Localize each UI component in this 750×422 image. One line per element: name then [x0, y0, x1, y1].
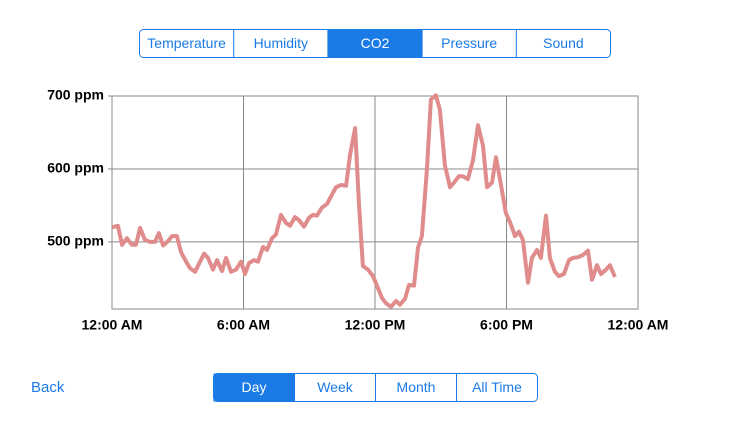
sensor-tab-item[interactable]: Sound: [543, 35, 583, 51]
y-tick-label: 700 ppm: [47, 87, 104, 103]
y-tick-label: 600 ppm: [47, 160, 104, 176]
back-button[interactable]: Back: [31, 379, 65, 396]
range-tab-item[interactable]: All Time: [472, 379, 522, 395]
x-tick-label: 6:00 PM: [480, 317, 533, 333]
sensor-tab-item[interactable]: Temperature: [147, 35, 226, 51]
x-tick-label: 12:00 PM: [345, 317, 406, 333]
x-tick-label: 12:00 AM: [82, 317, 143, 333]
x-tick-label: 6:00 AM: [217, 317, 270, 333]
range-tab-item[interactable]: Day: [242, 379, 267, 395]
sensor-tab-item[interactable]: Pressure: [441, 35, 497, 51]
range-tab-item[interactable]: Week: [317, 379, 354, 395]
co2-line: [111, 93, 617, 309]
y-tick-label: 500 ppm: [47, 233, 104, 249]
x-tick-label: 12:00 AM: [608, 317, 669, 333]
sensor-tab-item[interactable]: CO2: [361, 35, 390, 51]
range-tab-item[interactable]: Month: [397, 379, 436, 395]
sensor-tab-selected: [327, 29, 423, 58]
range-tab-selected: [213, 373, 295, 402]
sensor-tab-item[interactable]: Humidity: [254, 35, 308, 51]
